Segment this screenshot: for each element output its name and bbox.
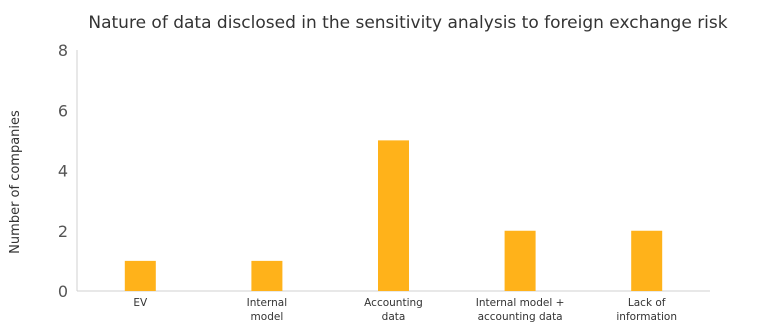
bar bbox=[124, 260, 156, 291]
x-tick-labels: EV Internal model Accounting data Internal mo… bbox=[133, 297, 677, 323]
y-tick-label: 6 bbox=[58, 101, 68, 120]
x-tick-label: Accounting bbox=[364, 297, 423, 309]
x-tick-label: Lack of bbox=[628, 297, 666, 309]
x-tick-label: information bbox=[616, 311, 677, 323]
chart-title: Nature of data disclosed in the sensitiv… bbox=[88, 13, 727, 33]
x-tick-label: accounting data bbox=[478, 311, 563, 323]
x-tick-label: model bbox=[251, 311, 284, 323]
y-tick-label: 8 bbox=[58, 41, 68, 60]
x-tick-label: data bbox=[382, 311, 406, 323]
y-tick-label: 0 bbox=[58, 282, 68, 301]
x-tick-label: EV bbox=[133, 297, 148, 309]
bars bbox=[124, 140, 663, 291]
x-tick-label: Internal bbox=[247, 297, 287, 309]
y-tick-labels: 0 2 4 6 8 bbox=[58, 41, 68, 301]
bar bbox=[251, 260, 283, 291]
y-axis-label: Number of companies bbox=[8, 110, 23, 254]
bar bbox=[504, 230, 536, 291]
y-tick-label: 2 bbox=[58, 222, 68, 241]
y-tick-label: 4 bbox=[58, 162, 68, 181]
x-tick-label: Internal model + bbox=[476, 297, 565, 309]
bar bbox=[631, 230, 663, 291]
bar bbox=[378, 140, 409, 291]
